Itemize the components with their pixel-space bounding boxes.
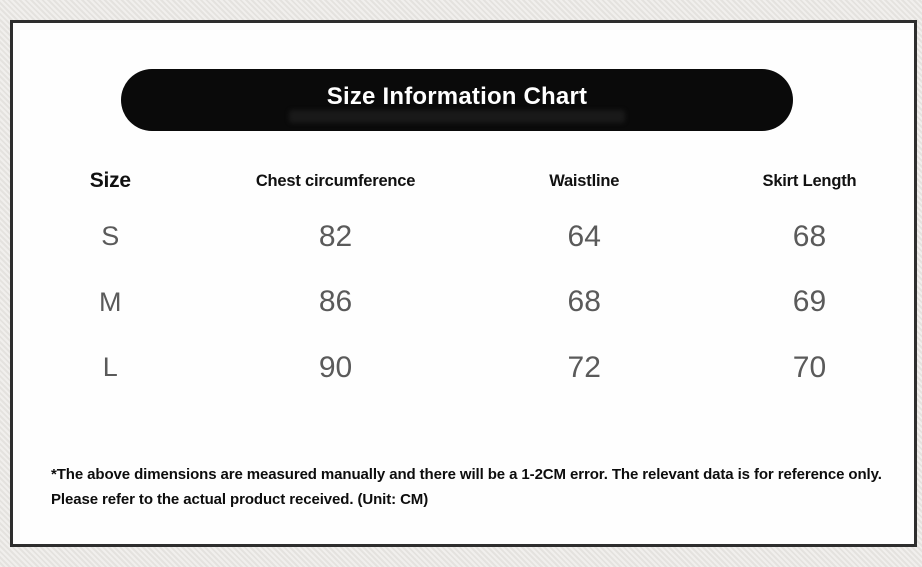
page-title: Size Information Chart (326, 83, 588, 110)
column-header-waistline: Waistline (549, 171, 620, 190)
size-table: Size Chest circumference Waistline Skirt… (13, 158, 914, 401)
waistline-value: 68 (567, 285, 601, 319)
size-chart-banner: Size Information Chart (121, 69, 793, 131)
table-row-m: M 86 68 69 (13, 270, 914, 336)
disclaimer-footnote: *The above dimensions are measured manua… (51, 466, 882, 508)
chest-value: 82 (318, 219, 353, 253)
skirt-length-value: 70 (792, 350, 827, 384)
column-header-size: Size (89, 169, 131, 192)
chest-value: 86 (318, 285, 353, 319)
size-chart-card: Size Information Chart Size Chest circum… (10, 20, 917, 547)
banner-ghost-overpaint (289, 110, 625, 123)
chest-value: 90 (318, 350, 353, 384)
size-label: L (102, 352, 118, 383)
size-label: S (101, 221, 120, 252)
skirt-length-value: 69 (792, 285, 827, 319)
size-label: M (99, 286, 122, 317)
skirt-length-value: 68 (792, 219, 827, 253)
column-header-chest: Chest circumference (255, 171, 416, 190)
table-row-l: L 90 72 70 (13, 335, 914, 401)
waistline-value: 72 (567, 350, 601, 384)
column-header-skirt-length: Skirt Length (762, 171, 857, 190)
table-row-s: S 82 64 68 (13, 204, 914, 270)
table-header-row: Size Chest circumference Waistline Skirt… (13, 158, 914, 204)
waistline-value: 64 (567, 219, 601, 253)
